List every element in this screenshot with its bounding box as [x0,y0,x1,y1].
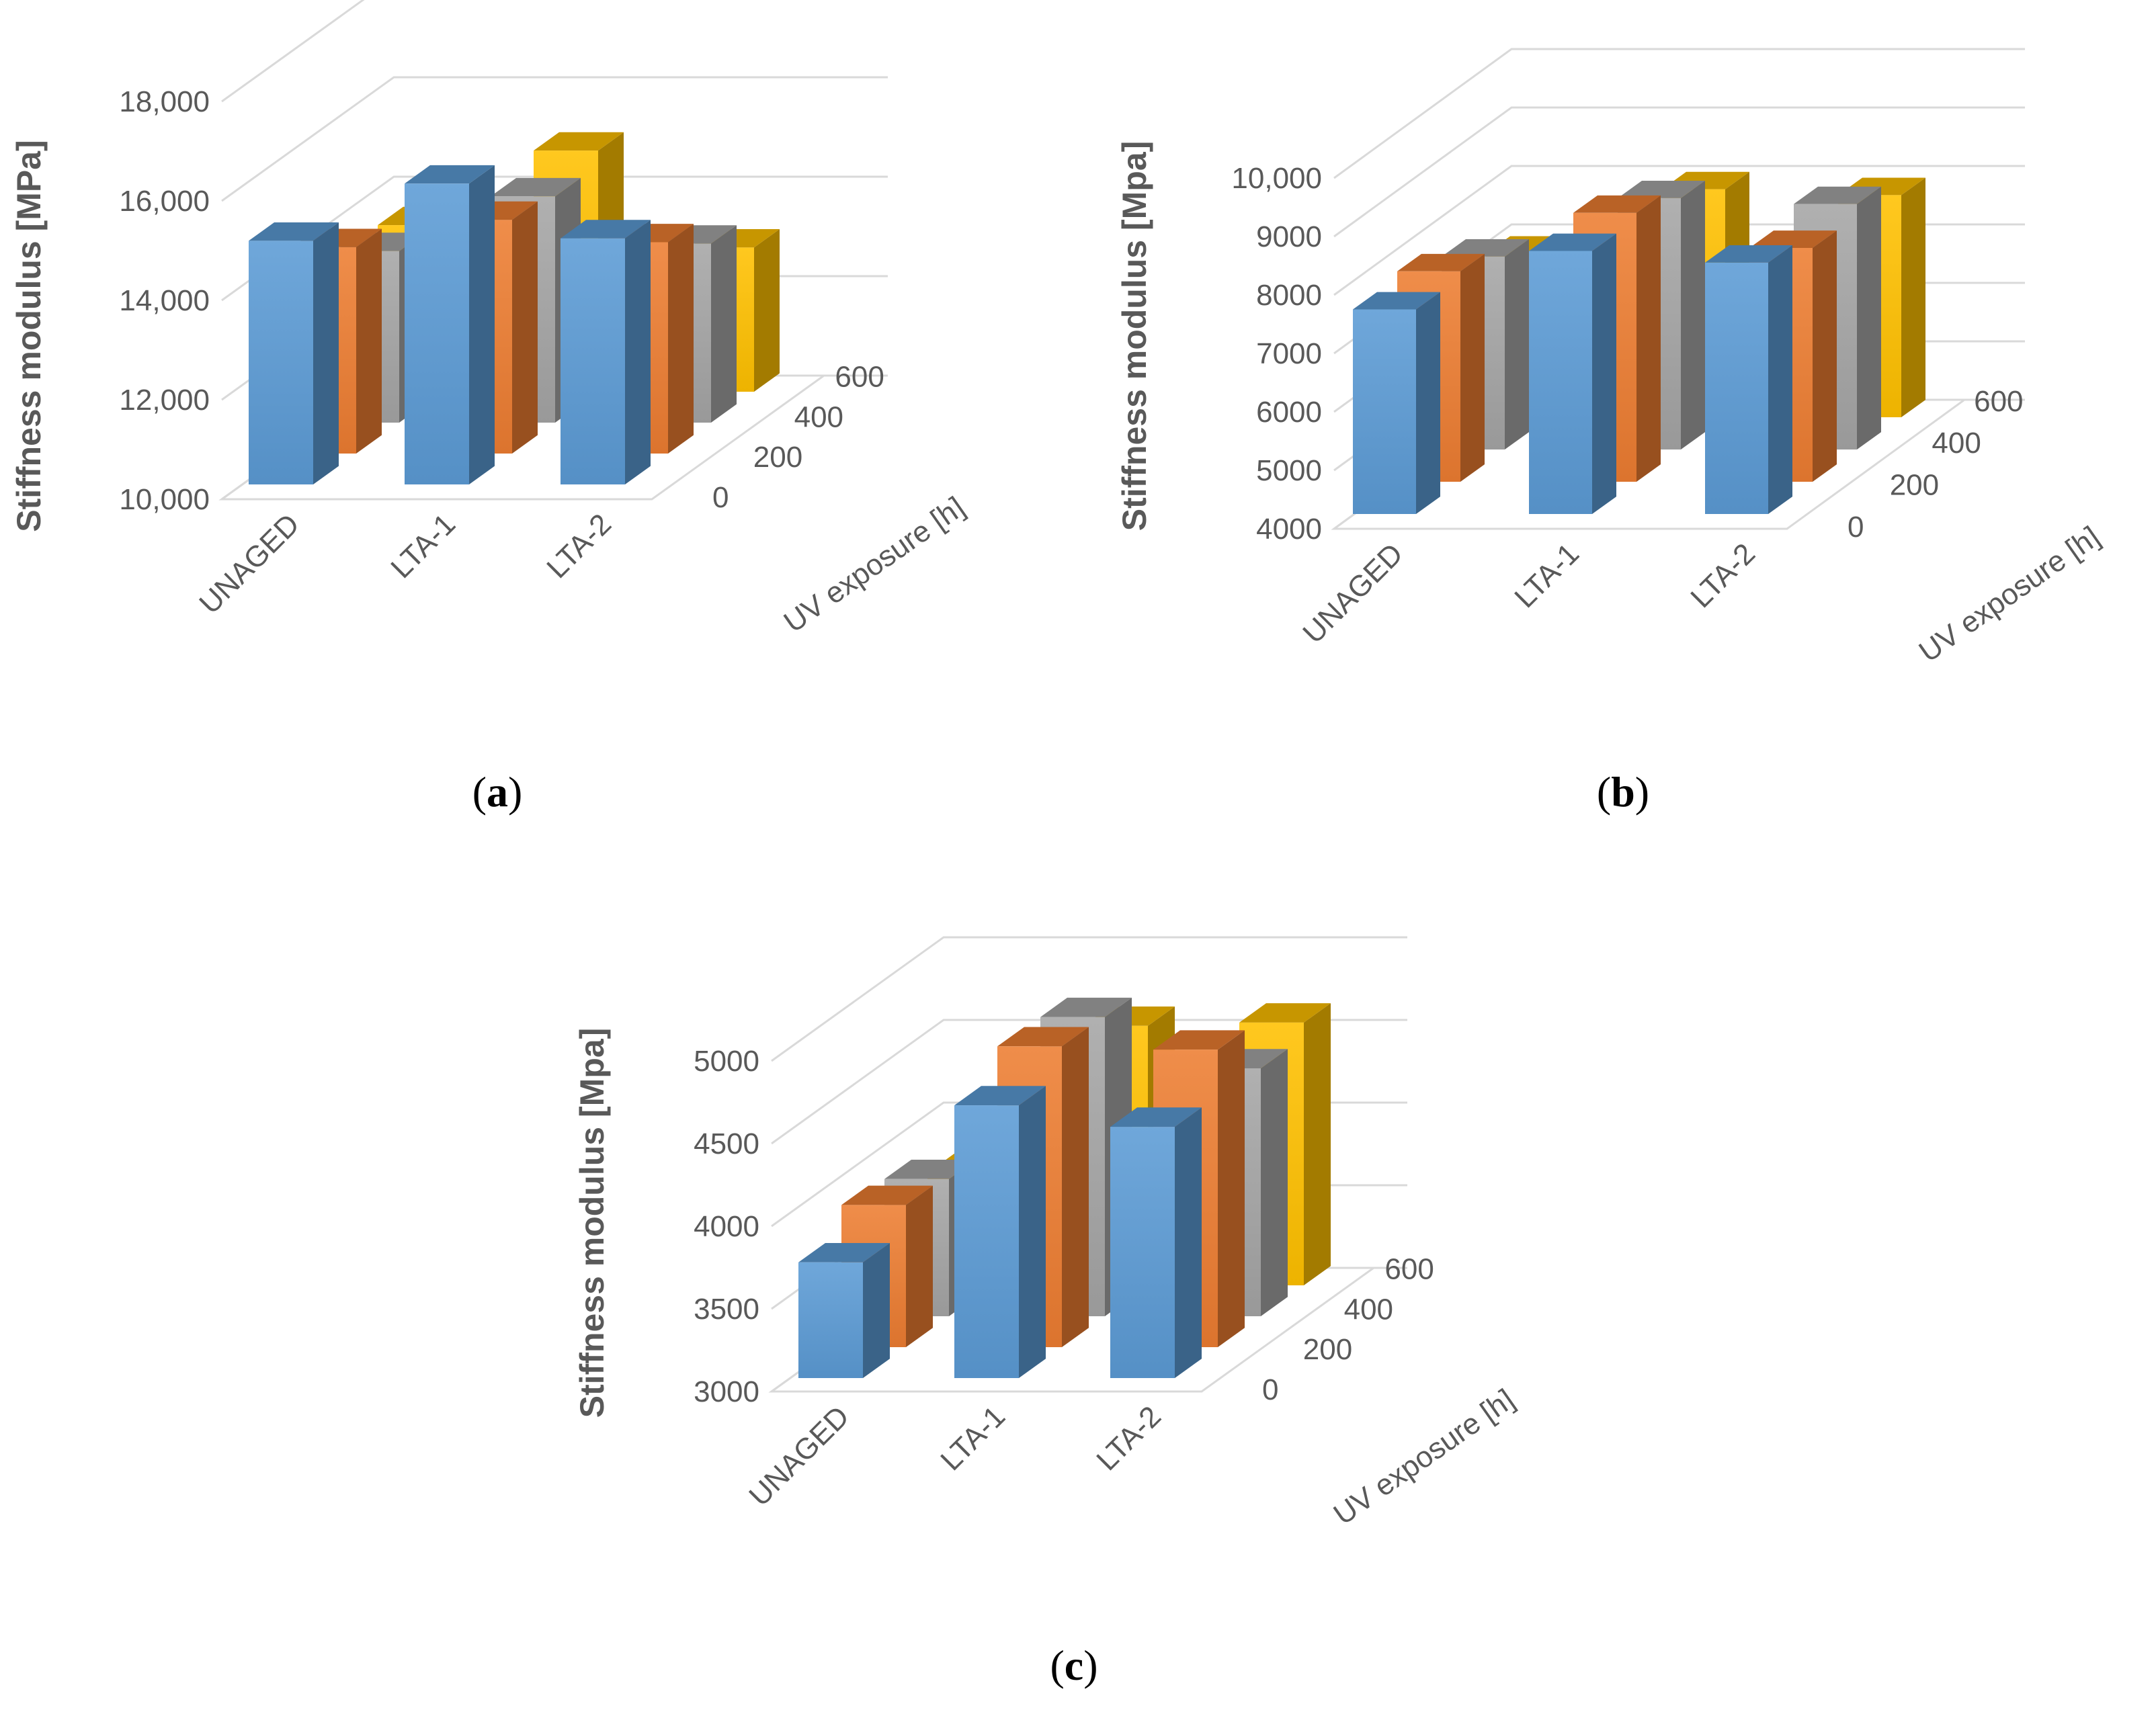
y-tick-label: 18,000 [119,85,210,118]
category-label: UNAGED [1296,537,1409,650]
category-label: LTA-2 [540,507,618,585]
caption-a: (a) [472,768,523,816]
y-tick-label: 10,000 [1231,162,1322,195]
y-tick-label: 16,000 [119,185,210,218]
category-label: UNAGED [743,1400,856,1512]
caption-c: (c) [1050,1641,1097,1689]
depth-tick-label: 400 [1932,427,1981,460]
depth-tick-label: 600 [1384,1253,1434,1286]
depth-tick-label: 400 [1344,1293,1393,1326]
y-tick-label: 8000 [1256,279,1322,312]
bar-b-lta-2-0h [1705,245,1792,514]
bar-a-lta-1-0h [405,165,495,484]
caption-b: (b) [1597,768,1649,816]
depth-tick-label: 200 [1303,1333,1352,1366]
depth-tick-label: 600 [835,361,884,394]
depth-tick-label: 0 [712,481,729,514]
bar-b-lta-1-0h [1529,233,1616,514]
category-label: LTA-1 [1508,537,1585,614]
y-tick-label: 3500 [694,1293,759,1326]
y-tick-label: 10,000 [119,483,210,516]
y-tick-label: 7000 [1256,337,1322,370]
chart-panel-c: 3000 3500 4000 4500 5000 UNAGED LTA-1 LTA-2 0 200… [573,936,1521,1689]
depth-tick-label: 200 [1890,469,1939,502]
y-tick-label: 12,000 [119,384,210,417]
depth-tick-label: 0 [1848,511,1864,544]
depth-axis-title: UV exposure [h] [778,490,971,639]
depth-axis-title: UV exposure [h] [1328,1383,1521,1531]
bar-c-lta-1-0h [954,1086,1046,1378]
category-label: LTA-1 [934,1400,1011,1477]
y-axis-title-b: Stiffness modulus [Mpa] [1116,141,1153,531]
depth-axis-title: UV exposure [h] [1913,520,2106,669]
depth-tick-label: 400 [794,400,843,433]
y-axis-title-a: Stiffness modulus [MPa] [10,140,48,531]
bar-c-unaged-0h [798,1243,890,1378]
y-tick-label: 5000 [694,1045,759,1078]
y-tick-label: 5000 [1256,454,1322,487]
y-tick-label: 6000 [1256,396,1322,429]
y-tick-label: 4000 [1256,513,1322,546]
y-tick-label: 9000 [1256,220,1322,253]
y-tick-label: 4500 [694,1127,759,1160]
category-label: LTA-1 [384,507,462,585]
bar-a-unaged-0h [249,222,339,484]
depth-tick-label: 0 [1262,1373,1278,1406]
category-label: UNAGED [193,507,306,620]
depth-tick-label: 600 [1974,385,2023,418]
bar-b-unaged-0h [1353,292,1440,514]
chart-panel-a: 10,000 12,000 14,000 16,000 18,000 UNAGED LTA-… [10,0,970,816]
category-label: LTA-2 [1684,537,1761,614]
y-axis-title-c: Stiffness modulus [Mpa] [573,1028,611,1418]
bar-c-lta-2-0h [1110,1107,1202,1378]
y-tick-label: 14,000 [119,284,210,317]
category-label: LTA-2 [1090,1400,1167,1477]
y-tick-label: 4000 [694,1210,759,1243]
bar-a-lta-2-0h [561,220,651,484]
depth-tick-label: 200 [753,441,802,474]
y-tick-label: 3000 [694,1375,759,1408]
